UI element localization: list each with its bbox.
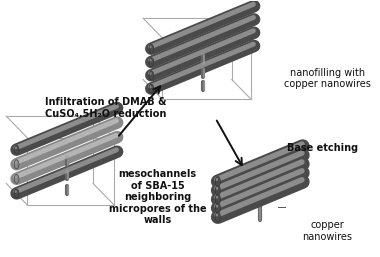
Ellipse shape bbox=[215, 212, 220, 222]
Ellipse shape bbox=[15, 146, 17, 149]
Ellipse shape bbox=[215, 194, 220, 204]
Ellipse shape bbox=[149, 71, 154, 80]
Ellipse shape bbox=[216, 214, 218, 217]
Ellipse shape bbox=[215, 177, 220, 186]
Ellipse shape bbox=[216, 196, 218, 199]
Ellipse shape bbox=[150, 45, 152, 48]
Ellipse shape bbox=[14, 160, 19, 169]
Ellipse shape bbox=[150, 72, 152, 75]
Text: nanofilling with
copper nanowires: nanofilling with copper nanowires bbox=[284, 68, 370, 89]
Ellipse shape bbox=[14, 189, 19, 198]
Text: Infiltration of DMAB &
CuSO₄.5H₂O reduction: Infiltration of DMAB & CuSO₄.5H₂O reduct… bbox=[45, 97, 166, 119]
Ellipse shape bbox=[216, 187, 218, 190]
Ellipse shape bbox=[215, 185, 220, 195]
Ellipse shape bbox=[215, 203, 220, 213]
Ellipse shape bbox=[15, 161, 17, 164]
Ellipse shape bbox=[15, 190, 17, 193]
Ellipse shape bbox=[149, 84, 154, 93]
Ellipse shape bbox=[150, 59, 152, 62]
Ellipse shape bbox=[216, 205, 218, 208]
Ellipse shape bbox=[149, 44, 154, 53]
Ellipse shape bbox=[150, 86, 152, 88]
Ellipse shape bbox=[14, 174, 19, 183]
Ellipse shape bbox=[15, 176, 17, 178]
Ellipse shape bbox=[216, 178, 218, 181]
Ellipse shape bbox=[14, 145, 19, 154]
Text: copper
nanowires: copper nanowires bbox=[302, 220, 352, 242]
Text: Base etching: Base etching bbox=[287, 143, 358, 153]
Text: mesochannels
of SBA-15
neighboring
micropores of the
walls: mesochannels of SBA-15 neighboring micro… bbox=[109, 169, 206, 225]
Ellipse shape bbox=[149, 58, 154, 67]
